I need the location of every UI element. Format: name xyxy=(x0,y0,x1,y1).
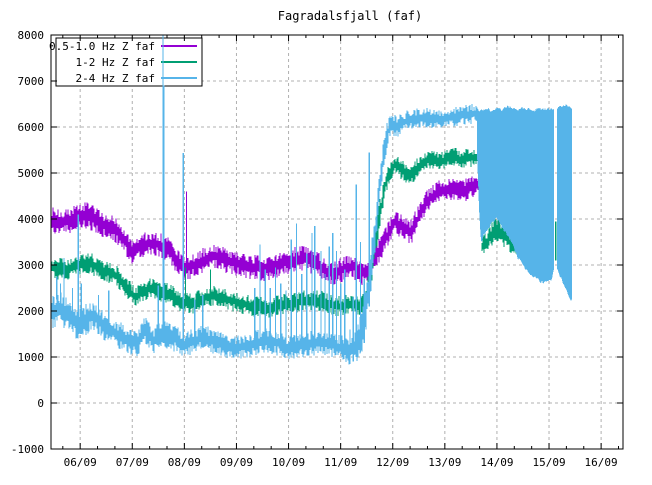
series-3 xyxy=(50,35,572,365)
series-band xyxy=(50,175,480,285)
y-axis-label: 8000 xyxy=(18,29,45,42)
x-axis-label: 10/09 xyxy=(272,456,305,469)
y-axis-label: 2000 xyxy=(18,305,45,318)
x-axis-label: 11/09 xyxy=(324,456,357,469)
y-axis-label: 7000 xyxy=(18,75,45,88)
x-axis-label: 06/09 xyxy=(64,456,97,469)
y-axis-label: 4000 xyxy=(18,213,45,226)
axis-labels: -1000 0 1000 2000 3000 4000 5000 6000 7000 8000 06… xyxy=(11,29,618,469)
y-axis-label: 3000 xyxy=(18,259,45,272)
x-axis-label: 07/09 xyxy=(116,456,149,469)
y-axis-label: 5000 xyxy=(18,167,45,180)
y-axis-label: 1000 xyxy=(18,351,45,364)
x-axis-label: 15/09 xyxy=(532,456,565,469)
x-axis-label: 16/09 xyxy=(585,456,618,469)
x-axis-label: 14/09 xyxy=(480,456,513,469)
series-layer xyxy=(50,35,572,365)
legend-label: 0.5-1.0 Hz Z faf xyxy=(49,40,155,53)
series-1 xyxy=(50,175,480,285)
series-spikes xyxy=(56,35,370,364)
y-axis-label: 0 xyxy=(37,397,44,410)
y-axis-label: 6000 xyxy=(18,121,45,134)
legend-label: 1-2 Hz Z faf xyxy=(76,56,155,69)
legend-label: 2-4 Hz Z faf xyxy=(76,72,155,85)
x-axis-label: 08/09 xyxy=(168,456,201,469)
series-solid-band xyxy=(477,105,554,284)
x-axis-label: 09/09 xyxy=(220,456,253,469)
plot-border xyxy=(50,34,624,450)
x-axis-label: 12/09 xyxy=(376,456,409,469)
plot-frame xyxy=(50,34,624,450)
legend: 0.5-1.0 Hz Z faf 1-2 Hz Z faf 2-4 Hz Z faf xyxy=(49,37,203,87)
y-axis-label: -1000 xyxy=(11,443,44,456)
x-axis-label: 13/09 xyxy=(428,456,461,469)
chart-title: Fagradalsfjall (faf) xyxy=(278,9,423,23)
series-solid-band xyxy=(557,104,572,301)
